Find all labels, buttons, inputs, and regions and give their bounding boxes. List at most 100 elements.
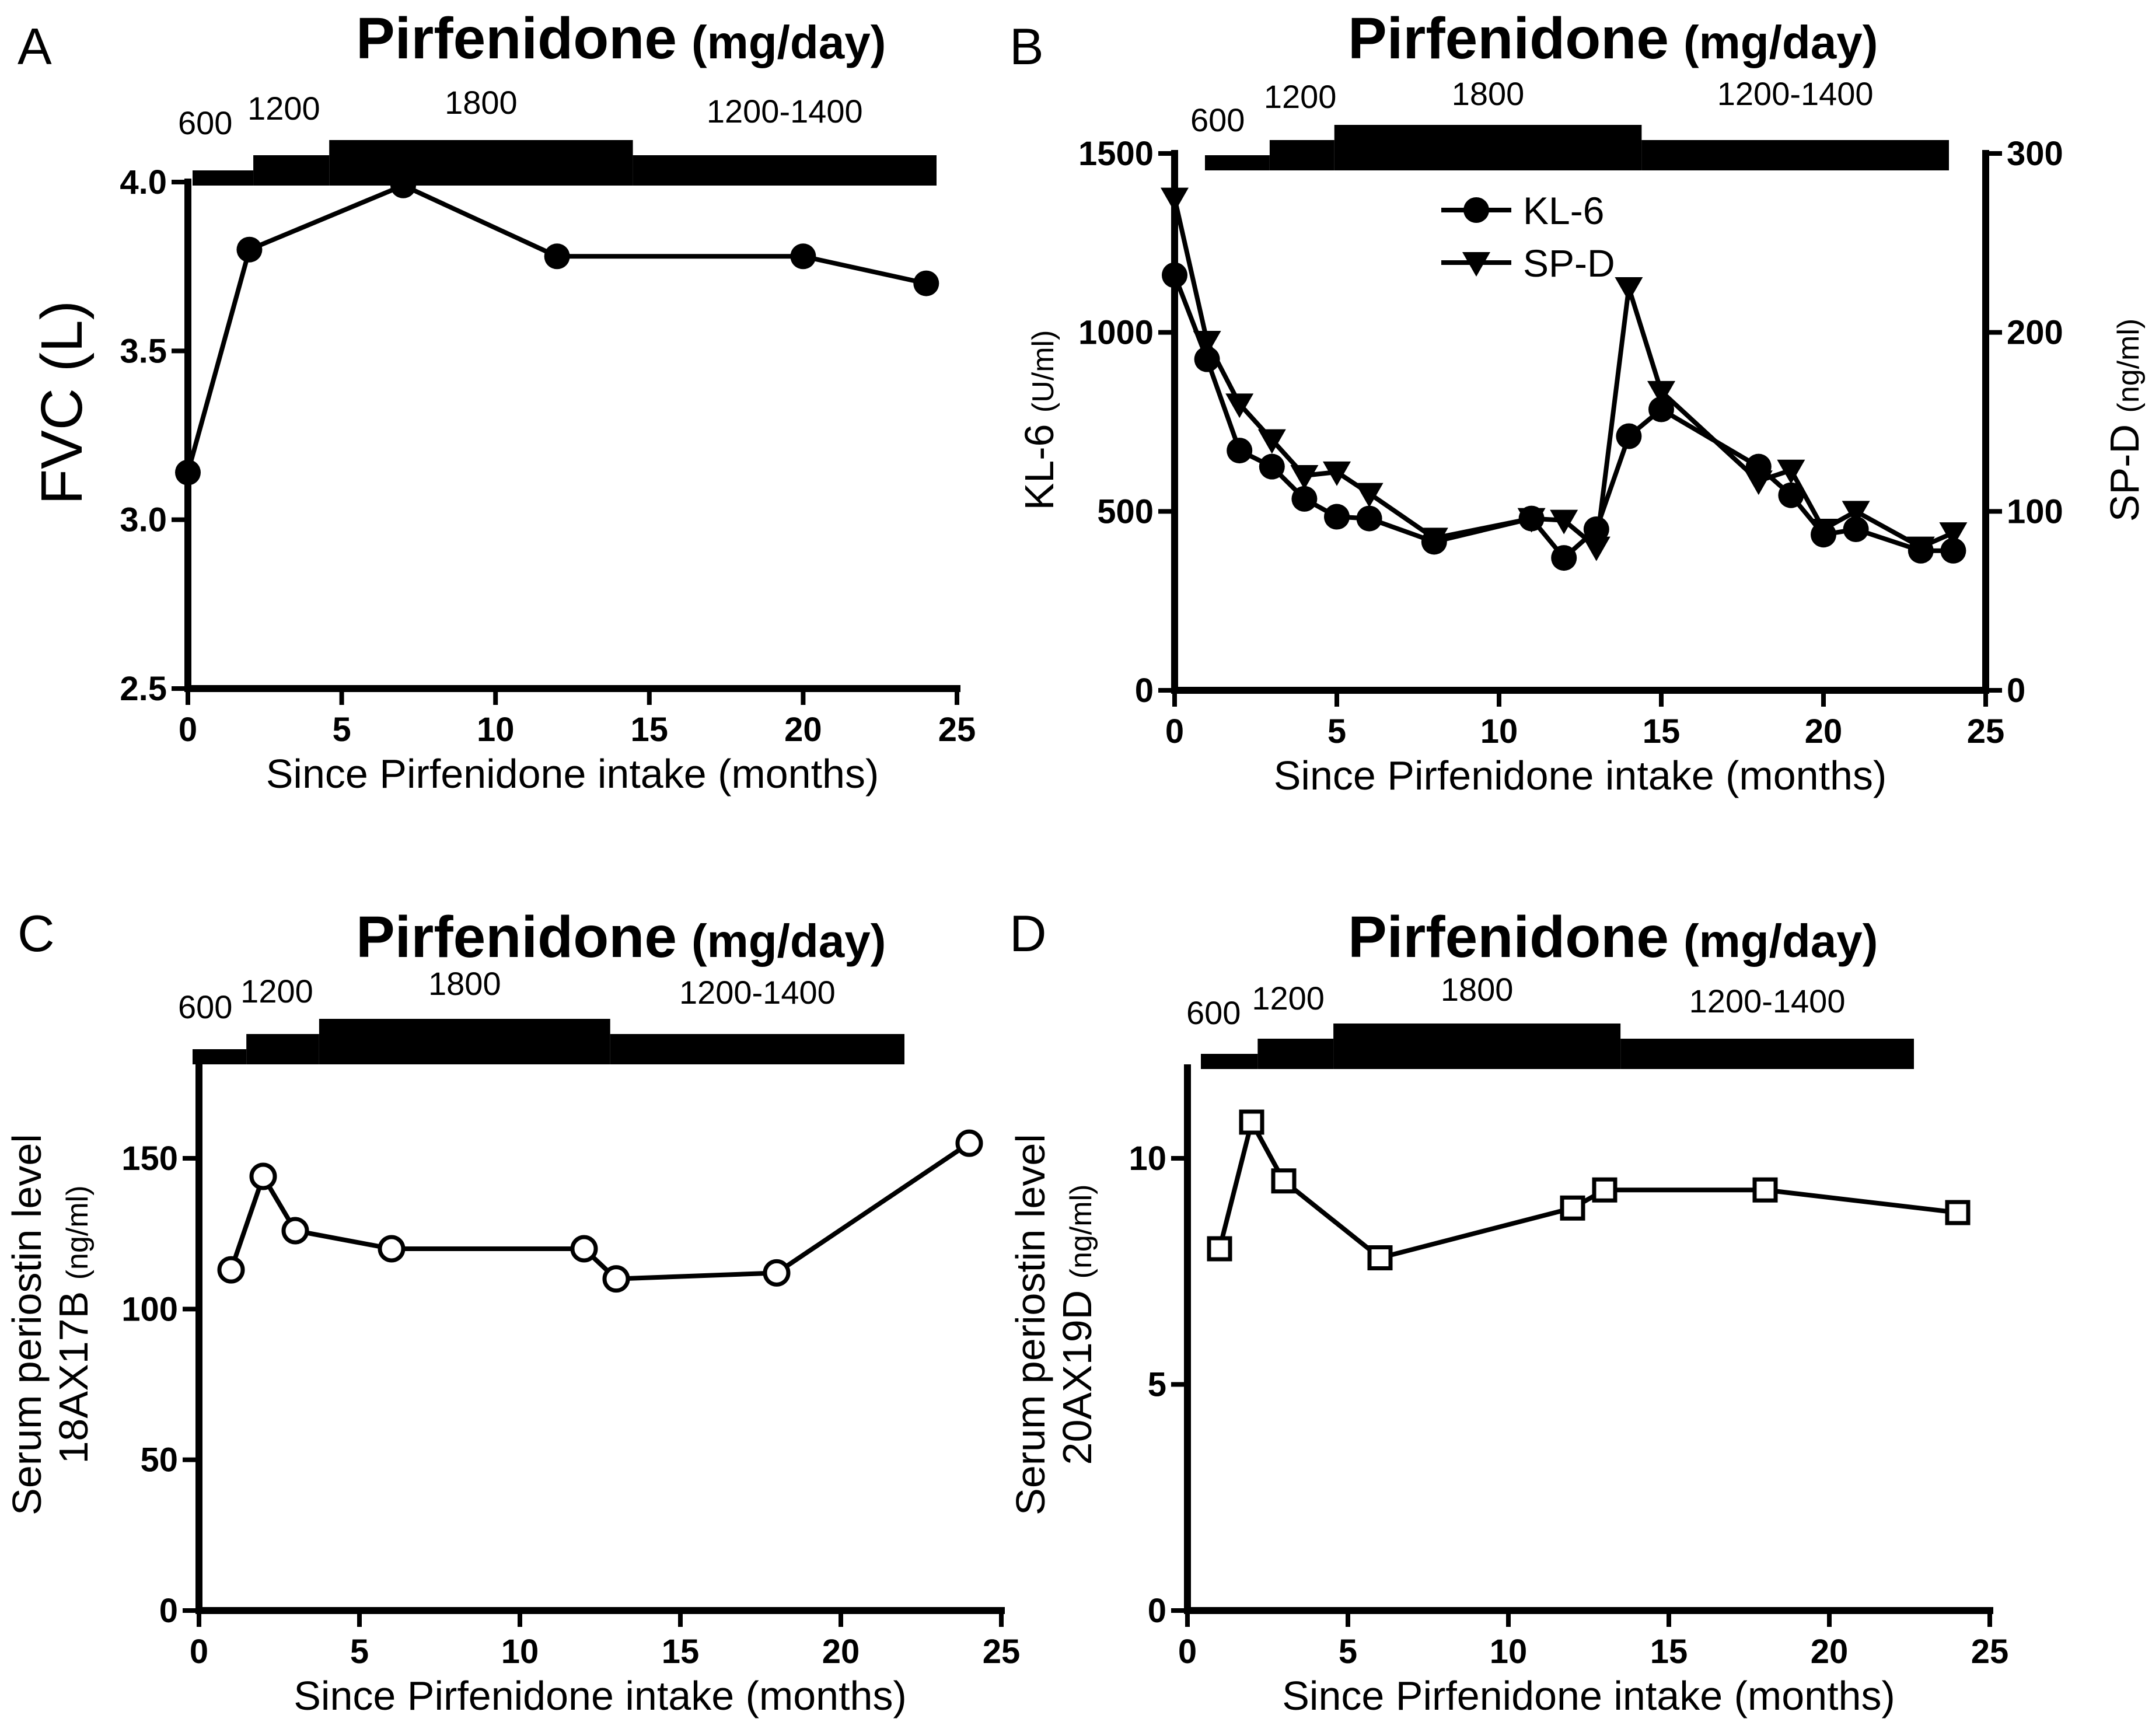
x-tick-label: 0 xyxy=(1165,712,1184,750)
x-tick-label: 15 xyxy=(1643,712,1681,750)
y-tick-label: 500 xyxy=(1097,492,1154,530)
dose-label: 1800 xyxy=(1441,971,1514,1008)
dose-label: 1800 xyxy=(445,84,518,121)
x-tick-label: 20 xyxy=(1805,712,1843,750)
data-point-sp-d xyxy=(1550,509,1578,535)
y-axis-label: Serum periostin level xyxy=(4,1134,50,1515)
dose-label: 1800 xyxy=(1452,75,1525,112)
y-tick-label: 0 xyxy=(1135,672,1154,710)
data-point-20ax19d xyxy=(1945,1200,1971,1225)
x-tick-label: 20 xyxy=(784,711,822,749)
legend-label: SP-D xyxy=(1523,242,1615,285)
chart-panel-c: C Pirfenidone (mg/day) 600 1200 1800 1200-1400… xyxy=(4,904,1020,1718)
y-axis-label-line2-group: 18AX17B (ng/ml) xyxy=(51,1185,96,1463)
data-point-18ax17b xyxy=(217,1256,245,1284)
dose-bar-segment xyxy=(1620,1039,1914,1069)
data-point-sp-d xyxy=(1323,461,1351,486)
dose-bar-segment xyxy=(633,155,937,186)
data-point-sp-d xyxy=(1420,528,1448,553)
data-point-sp-d xyxy=(1290,465,1319,490)
y2-tick-label: 0 xyxy=(2007,672,2025,710)
legend-marker xyxy=(1462,252,1490,277)
dose-bar-segment xyxy=(1201,1054,1258,1069)
y-tick-label: 10 xyxy=(1129,1140,1166,1178)
data-point-sp-d xyxy=(1517,508,1546,533)
data-point-18ax17b xyxy=(955,1129,983,1157)
data-point-18ax17b xyxy=(602,1265,630,1293)
chart-title: Pirfenidone xyxy=(356,6,677,71)
y2-axis-label-unit: (ng/ml) xyxy=(2112,319,2146,413)
y-tick-label: 3.5 xyxy=(120,332,167,370)
y2-axis-label-group: SP-D (ng/ml) xyxy=(2102,319,2147,522)
dose-bar-segment xyxy=(1257,1039,1334,1069)
y-axis-label-line2: 18AX17B xyxy=(51,1280,96,1463)
y-axis-label-line2: 20AX19D xyxy=(1054,1279,1100,1465)
dose-bar-segment xyxy=(610,1034,904,1064)
data-point-sp-d xyxy=(1842,501,1870,526)
dose-label: 1800 xyxy=(428,965,501,1002)
data-point-fvc xyxy=(790,243,816,270)
data-point-18ax17b xyxy=(570,1235,598,1263)
chart-title: Pirfenidone xyxy=(356,904,677,970)
x-tick-label: 5 xyxy=(332,711,351,749)
y-tick-label: 150 xyxy=(121,1140,178,1178)
x-tick-label: 15 xyxy=(662,1633,700,1671)
x-tick-label: 0 xyxy=(1178,1633,1197,1671)
data-point-18ax17b xyxy=(378,1235,406,1263)
data-point-20ax19d xyxy=(1367,1245,1393,1270)
data-point-sp-d xyxy=(1225,393,1254,418)
y-tick-label: 3.0 xyxy=(120,501,167,539)
x-tick-label: 0 xyxy=(179,711,197,749)
y2-tick-label: 300 xyxy=(2007,135,2063,173)
chart-panel-a: A Pirfenidone (mg/day) 600 1200 1800 1200-1400… xyxy=(18,6,976,797)
y-tick-label: 50 xyxy=(140,1441,178,1479)
data-point-sp-d xyxy=(1161,187,1189,212)
data-point-fvc xyxy=(544,243,570,270)
y-tick-label: 1500 xyxy=(1078,135,1154,173)
legend-marker xyxy=(1463,197,1489,223)
data-point-kl-6 xyxy=(1778,482,1804,508)
data-point-20ax19d xyxy=(1271,1168,1297,1194)
x-tick-label: 10 xyxy=(477,711,515,749)
dose-label: 1200 xyxy=(247,90,320,127)
y2-axis-label: SP-D xyxy=(2102,413,2147,522)
legend-label: KL-6 xyxy=(1523,189,1604,232)
x-axis-label: Since Pirfenidone intake (months) xyxy=(266,751,879,797)
dose-label: 1200-1400 xyxy=(679,974,836,1011)
x-tick-label: 20 xyxy=(822,1633,860,1671)
y-tick-label: 2.5 xyxy=(120,670,167,708)
panel-letter: D xyxy=(1009,904,1047,962)
dose-bar-segment xyxy=(319,1019,610,1064)
data-point-sp-d xyxy=(1193,331,1221,355)
data-point-sp-d xyxy=(1615,277,1643,302)
data-point-sp-d xyxy=(1939,522,1968,547)
y-axis-label-unit: (ng/ml) xyxy=(61,1185,95,1280)
chart-panel-d: D Pirfenidone (mg/day) 600 1200 1800 1200-1400… xyxy=(1008,904,2008,1718)
y2-tick-label: 200 xyxy=(2007,314,2063,352)
x-axis-label: Since Pirfenidone intake (months) xyxy=(294,1673,907,1718)
y-axis-label: FVC (L) xyxy=(29,301,95,505)
y-axis-label: KL-6 xyxy=(1016,413,1062,510)
chart-title-unit: (mg/day) xyxy=(1683,915,1878,967)
y-axis-label-group: KL-6 (U/ml) xyxy=(1016,330,1062,511)
dose-bar-segment xyxy=(1641,140,1949,170)
dose-bar-segment xyxy=(193,170,254,186)
data-point-sp-d xyxy=(1906,536,1935,561)
x-tick-label: 5 xyxy=(1327,712,1346,750)
dose-label: 600 xyxy=(178,988,232,1025)
series-line-fvc xyxy=(186,183,927,473)
y-tick-label: 0 xyxy=(1148,1592,1166,1630)
y-tick-label: 4.0 xyxy=(120,163,167,201)
x-axis-label: Since Pirfenidone intake (months) xyxy=(1282,1673,1895,1718)
data-point-18ax17b xyxy=(249,1162,277,1190)
data-point-sp-d xyxy=(1744,470,1773,495)
data-point-kl-6 xyxy=(1551,545,1577,571)
dose-bar-segment xyxy=(1334,125,1642,170)
y-tick-label: 100 xyxy=(121,1290,178,1328)
data-point-18ax17b xyxy=(763,1259,791,1287)
x-tick-label: 10 xyxy=(1480,712,1518,750)
data-point-kl-6 xyxy=(1291,485,1318,512)
dose-label: 600 xyxy=(178,104,232,141)
data-point-kl-6 xyxy=(1162,262,1187,288)
data-point-fvc xyxy=(236,236,263,263)
